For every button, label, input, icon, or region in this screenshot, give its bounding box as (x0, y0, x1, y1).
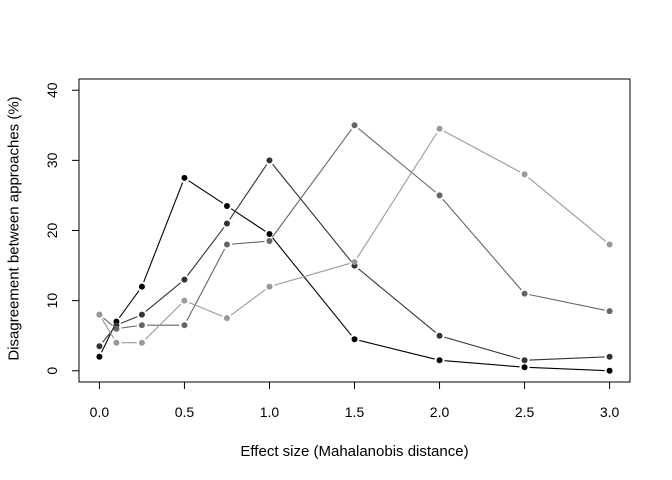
x-tick-label: 0.5 (175, 404, 195, 420)
series-1-point (223, 202, 230, 209)
series-2-segment (187, 227, 225, 276)
series-1-segment (272, 237, 352, 336)
series-4-segment (101, 318, 115, 339)
x-tick-label: 1.5 (345, 404, 365, 420)
series-1-point (96, 353, 103, 360)
series-3-point (606, 308, 613, 315)
plot-frame (78, 78, 631, 383)
series-4-point (266, 283, 273, 290)
series-4-segment (145, 303, 182, 340)
series-2 (96, 157, 613, 364)
series-1-point (351, 336, 358, 343)
series-3-segment (529, 294, 605, 311)
y-tick-label: 10 (44, 293, 60, 309)
series-2-point (138, 311, 145, 318)
series-2-point (96, 343, 103, 350)
series-2-point (436, 332, 443, 339)
series-1-segment (118, 290, 140, 318)
series-1 (96, 174, 613, 374)
x-axis-label: Effect size (Mahalanobis distance) (240, 443, 468, 460)
series-1-segment (230, 208, 266, 232)
series-2-point (606, 353, 613, 360)
series-3-segment (271, 128, 352, 238)
series-2-segment (229, 164, 268, 220)
series-2-segment (120, 316, 138, 324)
series-3-segment (358, 128, 437, 193)
series-4-point (113, 339, 120, 346)
series-2-point (521, 357, 528, 364)
series-3-segment (186, 248, 226, 322)
series-4-segment (274, 262, 350, 286)
series-layer (96, 122, 613, 374)
x-tick-label: 2.0 (430, 404, 450, 420)
series-1-segment (143, 182, 184, 283)
series-3-segment (102, 317, 113, 326)
series-4-point (181, 297, 188, 304)
series-1-point (606, 367, 613, 374)
series-3-segment (442, 198, 522, 291)
series-4 (96, 125, 613, 346)
series-4-point (96, 311, 103, 318)
series-2-segment (102, 328, 114, 343)
y-tick-label: 0 (44, 367, 60, 375)
series-3-point (223, 241, 230, 248)
series-1-point (266, 231, 273, 238)
series-2-segment (529, 356, 605, 361)
series-3-segment (121, 325, 138, 329)
series-4-point (138, 339, 145, 346)
series-1-point (436, 357, 443, 364)
series-4-point (521, 171, 528, 178)
series-4-segment (188, 302, 223, 317)
axes: 0.0 0.5 1.0 1.5 2.0 2.5 3.0 0 10 20 30 40 (44, 82, 620, 420)
series-3-point (521, 290, 528, 297)
series-1-segment (444, 360, 520, 368)
series-3-point (181, 322, 188, 329)
y-tick-label: 30 (44, 152, 60, 168)
x-tick-label: 0.0 (90, 404, 110, 420)
x-tick-label: 2.5 (515, 404, 535, 420)
y-tick-label: 20 (44, 223, 60, 239)
series-4-point (223, 315, 230, 322)
series-4-segment (230, 289, 266, 316)
series-3-point (436, 192, 443, 199)
y-tick-label: 40 (44, 82, 60, 98)
series-4-segment (356, 132, 438, 259)
series-3-point (138, 322, 145, 329)
x-tick-label: 3.0 (600, 404, 620, 420)
series-1-segment (359, 339, 435, 360)
series-1-point (521, 364, 528, 371)
series-3-point (113, 325, 120, 332)
series-4-point (351, 259, 358, 266)
series-2-point (223, 220, 230, 227)
y-axis-label: Disagreement between approaches (%) (6, 96, 23, 360)
series-4-point (436, 125, 443, 132)
series-4-segment (443, 130, 521, 173)
series-1-segment (188, 180, 224, 204)
series-1-point (138, 283, 145, 290)
series-4-point (606, 241, 613, 248)
series-2-segment (145, 282, 181, 312)
series-2-point (266, 157, 273, 164)
series-2-segment (358, 268, 437, 333)
series-4-segment (528, 177, 607, 242)
series-3-point (351, 122, 358, 129)
series-3-segment (231, 240, 265, 245)
series-1-segment (529, 366, 605, 372)
series-3 (96, 122, 613, 332)
series-2-segment (444, 336, 520, 360)
x-tick-label: 1.0 (260, 404, 280, 420)
series-1-point (181, 174, 188, 181)
series-2-point (181, 276, 188, 283)
series-3-point (266, 238, 273, 245)
series-2-segment (272, 163, 352, 263)
